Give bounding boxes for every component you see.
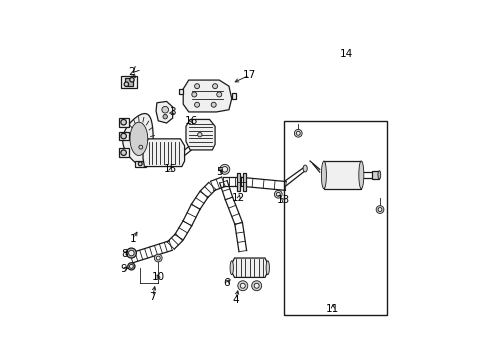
- Circle shape: [222, 167, 227, 172]
- Ellipse shape: [359, 161, 364, 189]
- Circle shape: [274, 190, 282, 198]
- Polygon shape: [179, 89, 183, 94]
- Circle shape: [197, 132, 202, 137]
- Circle shape: [211, 102, 216, 107]
- Polygon shape: [130, 122, 147, 156]
- Polygon shape: [135, 161, 146, 167]
- Polygon shape: [156, 102, 172, 123]
- Polygon shape: [232, 258, 268, 278]
- Circle shape: [276, 192, 280, 196]
- Circle shape: [121, 150, 126, 156]
- Polygon shape: [125, 78, 133, 86]
- Circle shape: [217, 92, 222, 97]
- Circle shape: [294, 129, 302, 137]
- Polygon shape: [324, 161, 361, 189]
- Circle shape: [296, 131, 300, 135]
- Text: 17: 17: [243, 70, 256, 80]
- Circle shape: [376, 206, 384, 213]
- Bar: [284, 121, 387, 315]
- Text: 13: 13: [276, 195, 290, 205]
- Text: 9: 9: [121, 264, 127, 274]
- Text: 2: 2: [128, 67, 135, 77]
- Circle shape: [128, 250, 134, 256]
- Circle shape: [162, 107, 169, 113]
- Circle shape: [154, 254, 162, 262]
- Text: 12: 12: [232, 193, 245, 203]
- Circle shape: [129, 264, 133, 268]
- Text: 16: 16: [185, 116, 198, 126]
- Ellipse shape: [230, 261, 233, 275]
- Polygon shape: [183, 80, 232, 112]
- Circle shape: [126, 248, 136, 258]
- Circle shape: [130, 77, 134, 82]
- Polygon shape: [122, 76, 137, 88]
- Circle shape: [139, 145, 143, 149]
- Text: 11: 11: [326, 304, 340, 314]
- Text: 1: 1: [130, 234, 137, 244]
- Text: 6: 6: [223, 278, 229, 288]
- Polygon shape: [122, 113, 153, 167]
- Circle shape: [254, 283, 259, 288]
- Polygon shape: [120, 132, 129, 140]
- Circle shape: [124, 82, 128, 86]
- Polygon shape: [120, 148, 129, 157]
- Polygon shape: [143, 139, 185, 167]
- Text: 4: 4: [233, 294, 239, 305]
- Circle shape: [163, 114, 168, 119]
- Circle shape: [138, 162, 142, 166]
- Polygon shape: [120, 118, 129, 127]
- Polygon shape: [243, 173, 246, 191]
- Polygon shape: [237, 173, 240, 191]
- Text: 5: 5: [216, 167, 222, 177]
- Text: 10: 10: [152, 273, 165, 283]
- Circle shape: [192, 92, 197, 97]
- Ellipse shape: [378, 171, 381, 179]
- Text: 7: 7: [149, 292, 156, 302]
- Ellipse shape: [321, 161, 326, 189]
- Circle shape: [238, 281, 248, 291]
- Circle shape: [121, 120, 126, 125]
- Text: 3: 3: [169, 108, 175, 117]
- Circle shape: [195, 84, 199, 89]
- Circle shape: [378, 208, 382, 211]
- Text: 14: 14: [340, 49, 353, 59]
- Circle shape: [252, 281, 262, 291]
- Circle shape: [220, 164, 230, 174]
- Circle shape: [121, 133, 126, 139]
- Circle shape: [195, 102, 199, 107]
- Polygon shape: [372, 171, 379, 179]
- Ellipse shape: [303, 165, 307, 172]
- Text: 15: 15: [164, 164, 177, 174]
- Polygon shape: [186, 120, 215, 150]
- Circle shape: [156, 256, 160, 260]
- Circle shape: [240, 283, 245, 288]
- Polygon shape: [232, 93, 236, 99]
- Circle shape: [213, 84, 218, 89]
- Polygon shape: [138, 144, 143, 150]
- Text: 8: 8: [121, 249, 127, 259]
- Circle shape: [128, 263, 135, 270]
- Ellipse shape: [266, 261, 270, 275]
